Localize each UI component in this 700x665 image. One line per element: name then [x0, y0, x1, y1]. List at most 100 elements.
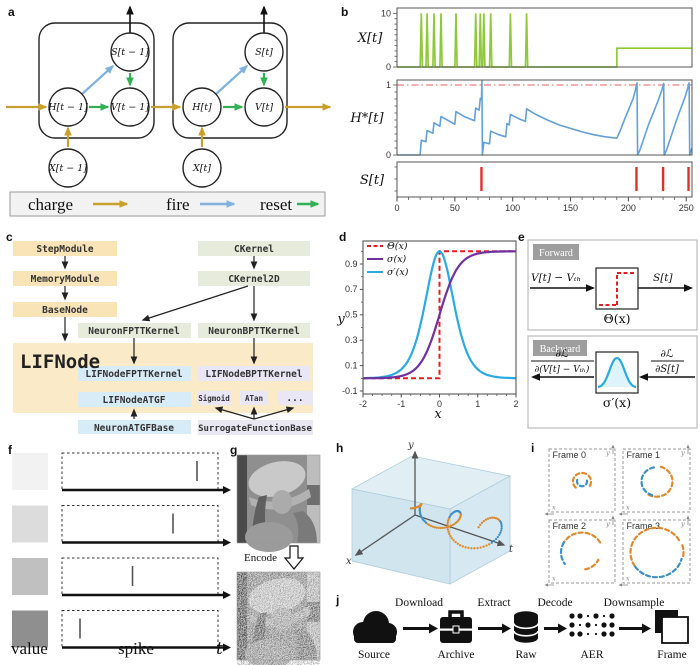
heaviside-step-glyph — [599, 272, 635, 306]
backward-in-denominator: ∂S[t] — [655, 364, 679, 375]
node-h-cur: H[t] — [191, 102, 212, 113]
y-axis-label: y — [336, 312, 345, 327]
forward-input-label: V[t] − Vₜₕ — [531, 272, 581, 284]
frame-y-axis-label: y — [605, 449, 610, 457]
svg-text:200: 200 — [621, 203, 636, 213]
backward-badge-label: Backward — [540, 344, 581, 355]
svg-text:0: 0 — [394, 203, 399, 213]
spike-label: spike — [118, 639, 154, 658]
backward-in-numerator: ∂ℒ — [661, 348, 674, 360]
state-nodes — [48, 32, 284, 188]
panel-label-i: i — [531, 441, 535, 455]
pipeline-arrow — [619, 623, 651, 634]
panel-label-h: h — [336, 441, 344, 455]
surrogate-curves — [363, 250, 516, 380]
axes-3d — [354, 450, 506, 556]
frame-label: Frame 1 — [627, 450, 661, 460]
event-frame — [548, 448, 616, 513]
svg-text:1: 1 — [386, 80, 391, 90]
node-x-cur: X[t] — [192, 163, 211, 174]
frame-icon — [655, 610, 689, 644]
axis-ticks: -0.1 0.1 0.3 0.5 0.7 0.9 -2 -1 0 1 2 — [342, 250, 519, 409]
panel-e-forward-backward: Forward V[t] − Vₜₕ Θ(x) S[t] Backward σ′… — [515, 228, 700, 438]
node-h-prev: H[t − 1] — [47, 102, 88, 113]
encode-down-arrow-icon — [283, 545, 305, 570]
frame-label: Frame 2 — [553, 521, 587, 531]
class-neuron-fptt-kernel: NeuronFPTTKernel — [88, 326, 180, 337]
event-frame — [622, 448, 691, 513]
reset-arrows — [89, 73, 268, 111]
archive-label: Archive — [437, 649, 474, 661]
svg-text:0.9: 0.9 — [345, 259, 358, 269]
frame-label: Frame 3 — [627, 521, 661, 531]
svg-text:1: 1 — [475, 399, 480, 409]
class-atan: ATan — [245, 394, 263, 403]
encoding-rows — [12, 452, 231, 652]
frame-label: Frame — [657, 649, 686, 661]
spike-track-box — [61, 452, 219, 491]
x-axis-label: x — [434, 407, 442, 422]
fire-arrows — [81, 64, 249, 95]
class-ckernel2d: CKernel2D — [228, 274, 280, 285]
class-neuron-atgf-base: NeuronATGFBase — [94, 423, 174, 434]
membrane-axis-label: H*[t] — [349, 111, 384, 126]
class-lifnode-atgf: LIFNodeATGF — [103, 395, 166, 406]
svg-text:-2: -2 — [359, 399, 367, 409]
extract-label: Extract — [477, 597, 511, 609]
heaviside-label: Θ(x) — [603, 311, 630, 326]
pipeline-arrow — [544, 623, 567, 634]
panel-label-j: j — [336, 593, 340, 607]
value-square — [12, 610, 48, 648]
archive-icon — [440, 610, 472, 643]
frame-y-axis-label: y — [680, 520, 685, 528]
frame-y-axis-label: y — [680, 449, 685, 457]
class-sigmoid: Sigmoid — [198, 394, 230, 403]
frame-x-axis-label: x — [552, 575, 556, 583]
cloud-icon — [353, 611, 397, 643]
svg-text:0.5: 0.5 — [345, 310, 358, 320]
time-label: t — [216, 639, 223, 659]
pipeline-arrow — [403, 623, 438, 634]
value-square — [12, 558, 48, 595]
svg-text:0.3: 0.3 — [345, 335, 358, 345]
surrogate-label: σ′(x) — [603, 395, 631, 410]
node-v-prev: V[t − 1] — [111, 102, 149, 113]
panel-f-latency-encoding: value spike t — [0, 440, 232, 665]
node-x-prev: X[t − 1] — [48, 163, 87, 174]
class-lifnode-fptt-kernel: LIFNodeFPTTKernel — [85, 369, 183, 380]
frame-label: Frame 0 — [553, 450, 587, 460]
t-axis-label: t — [509, 544, 514, 555]
svg-text:100: 100 — [505, 203, 520, 213]
download-label: Download — [395, 597, 443, 609]
frame-y-axis-label: y — [605, 520, 610, 528]
backward-out-numerator: ∂ℒ — [556, 348, 569, 360]
panel-c-class-hierarchy: StepModule MemoryModule BaseNode CKernel… — [0, 228, 330, 440]
svg-text:10: 10 — [381, 8, 391, 18]
spike-track-box — [61, 610, 219, 648]
svg-text:0.1: 0.1 — [345, 360, 358, 370]
y-axis-label: y — [407, 440, 414, 451]
value-square — [12, 505, 48, 543]
x-axis-label: x — [346, 556, 352, 567]
forward-output-label: S[t] — [653, 272, 674, 284]
legend-reset-label: reset — [260, 195, 292, 214]
frame-x-axis-label: x — [626, 575, 630, 583]
charge-arrows — [6, 103, 332, 147]
legend-entry: σ′(x) — [387, 267, 409, 278]
panel-g-image-encoding: Encode — [230, 440, 335, 665]
input-plot-frame — [396, 7, 693, 68]
encode-label: Encode — [244, 552, 277, 564]
class-ckernel: CKernel — [234, 244, 274, 255]
svg-text:-1: -1 — [397, 399, 405, 409]
svg-text:250: 250 — [679, 203, 694, 213]
frame-x-axis-label: x — [552, 504, 556, 512]
class-base-node: BaseNode — [42, 305, 88, 316]
membrane-plot-frame — [396, 79, 693, 156]
spike-encoded-image — [236, 571, 321, 665]
class-step-module: StepModule — [36, 244, 93, 255]
panel-label-a: a — [8, 5, 15, 19]
backward-badge — [533, 340, 587, 356]
panel-a-neuron-graph: S[t − 1] H[t − 1] V[t − 1] X[t − 1] S[t]… — [0, 0, 335, 230]
